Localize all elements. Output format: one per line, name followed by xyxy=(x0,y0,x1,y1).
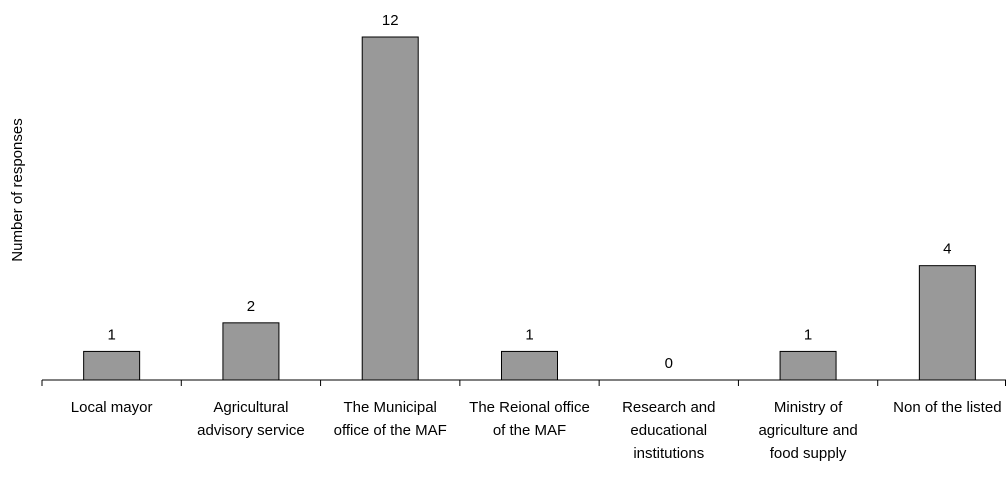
data-label: 1 xyxy=(804,326,812,343)
data-label: 0 xyxy=(665,355,673,372)
x-tick-label: Ministry of agriculture and food supply xyxy=(758,399,858,462)
x-tick-label: The Reional office of the MAF xyxy=(469,399,590,439)
x-tick-label: Research and educational institutions xyxy=(622,399,716,462)
bar xyxy=(83,350,141,381)
bar xyxy=(501,350,558,381)
bar xyxy=(918,265,976,381)
data-label: 1 xyxy=(525,326,533,343)
bar xyxy=(222,322,280,381)
data-label: 12 xyxy=(382,12,399,29)
bar xyxy=(361,36,419,381)
x-tick-label: Non of the listed xyxy=(893,399,1002,416)
y-axis-label: Number of responses xyxy=(9,118,26,261)
data-label: 4 xyxy=(943,241,951,258)
x-tick-label: Local mayor xyxy=(70,399,153,416)
data-label: 2 xyxy=(247,298,255,315)
x-tick-label: The Municipal office of the MAF xyxy=(333,399,447,439)
x-tick-label: Agricultural advisory service xyxy=(197,399,305,439)
bar xyxy=(779,350,837,381)
data-label: 1 xyxy=(107,326,115,343)
